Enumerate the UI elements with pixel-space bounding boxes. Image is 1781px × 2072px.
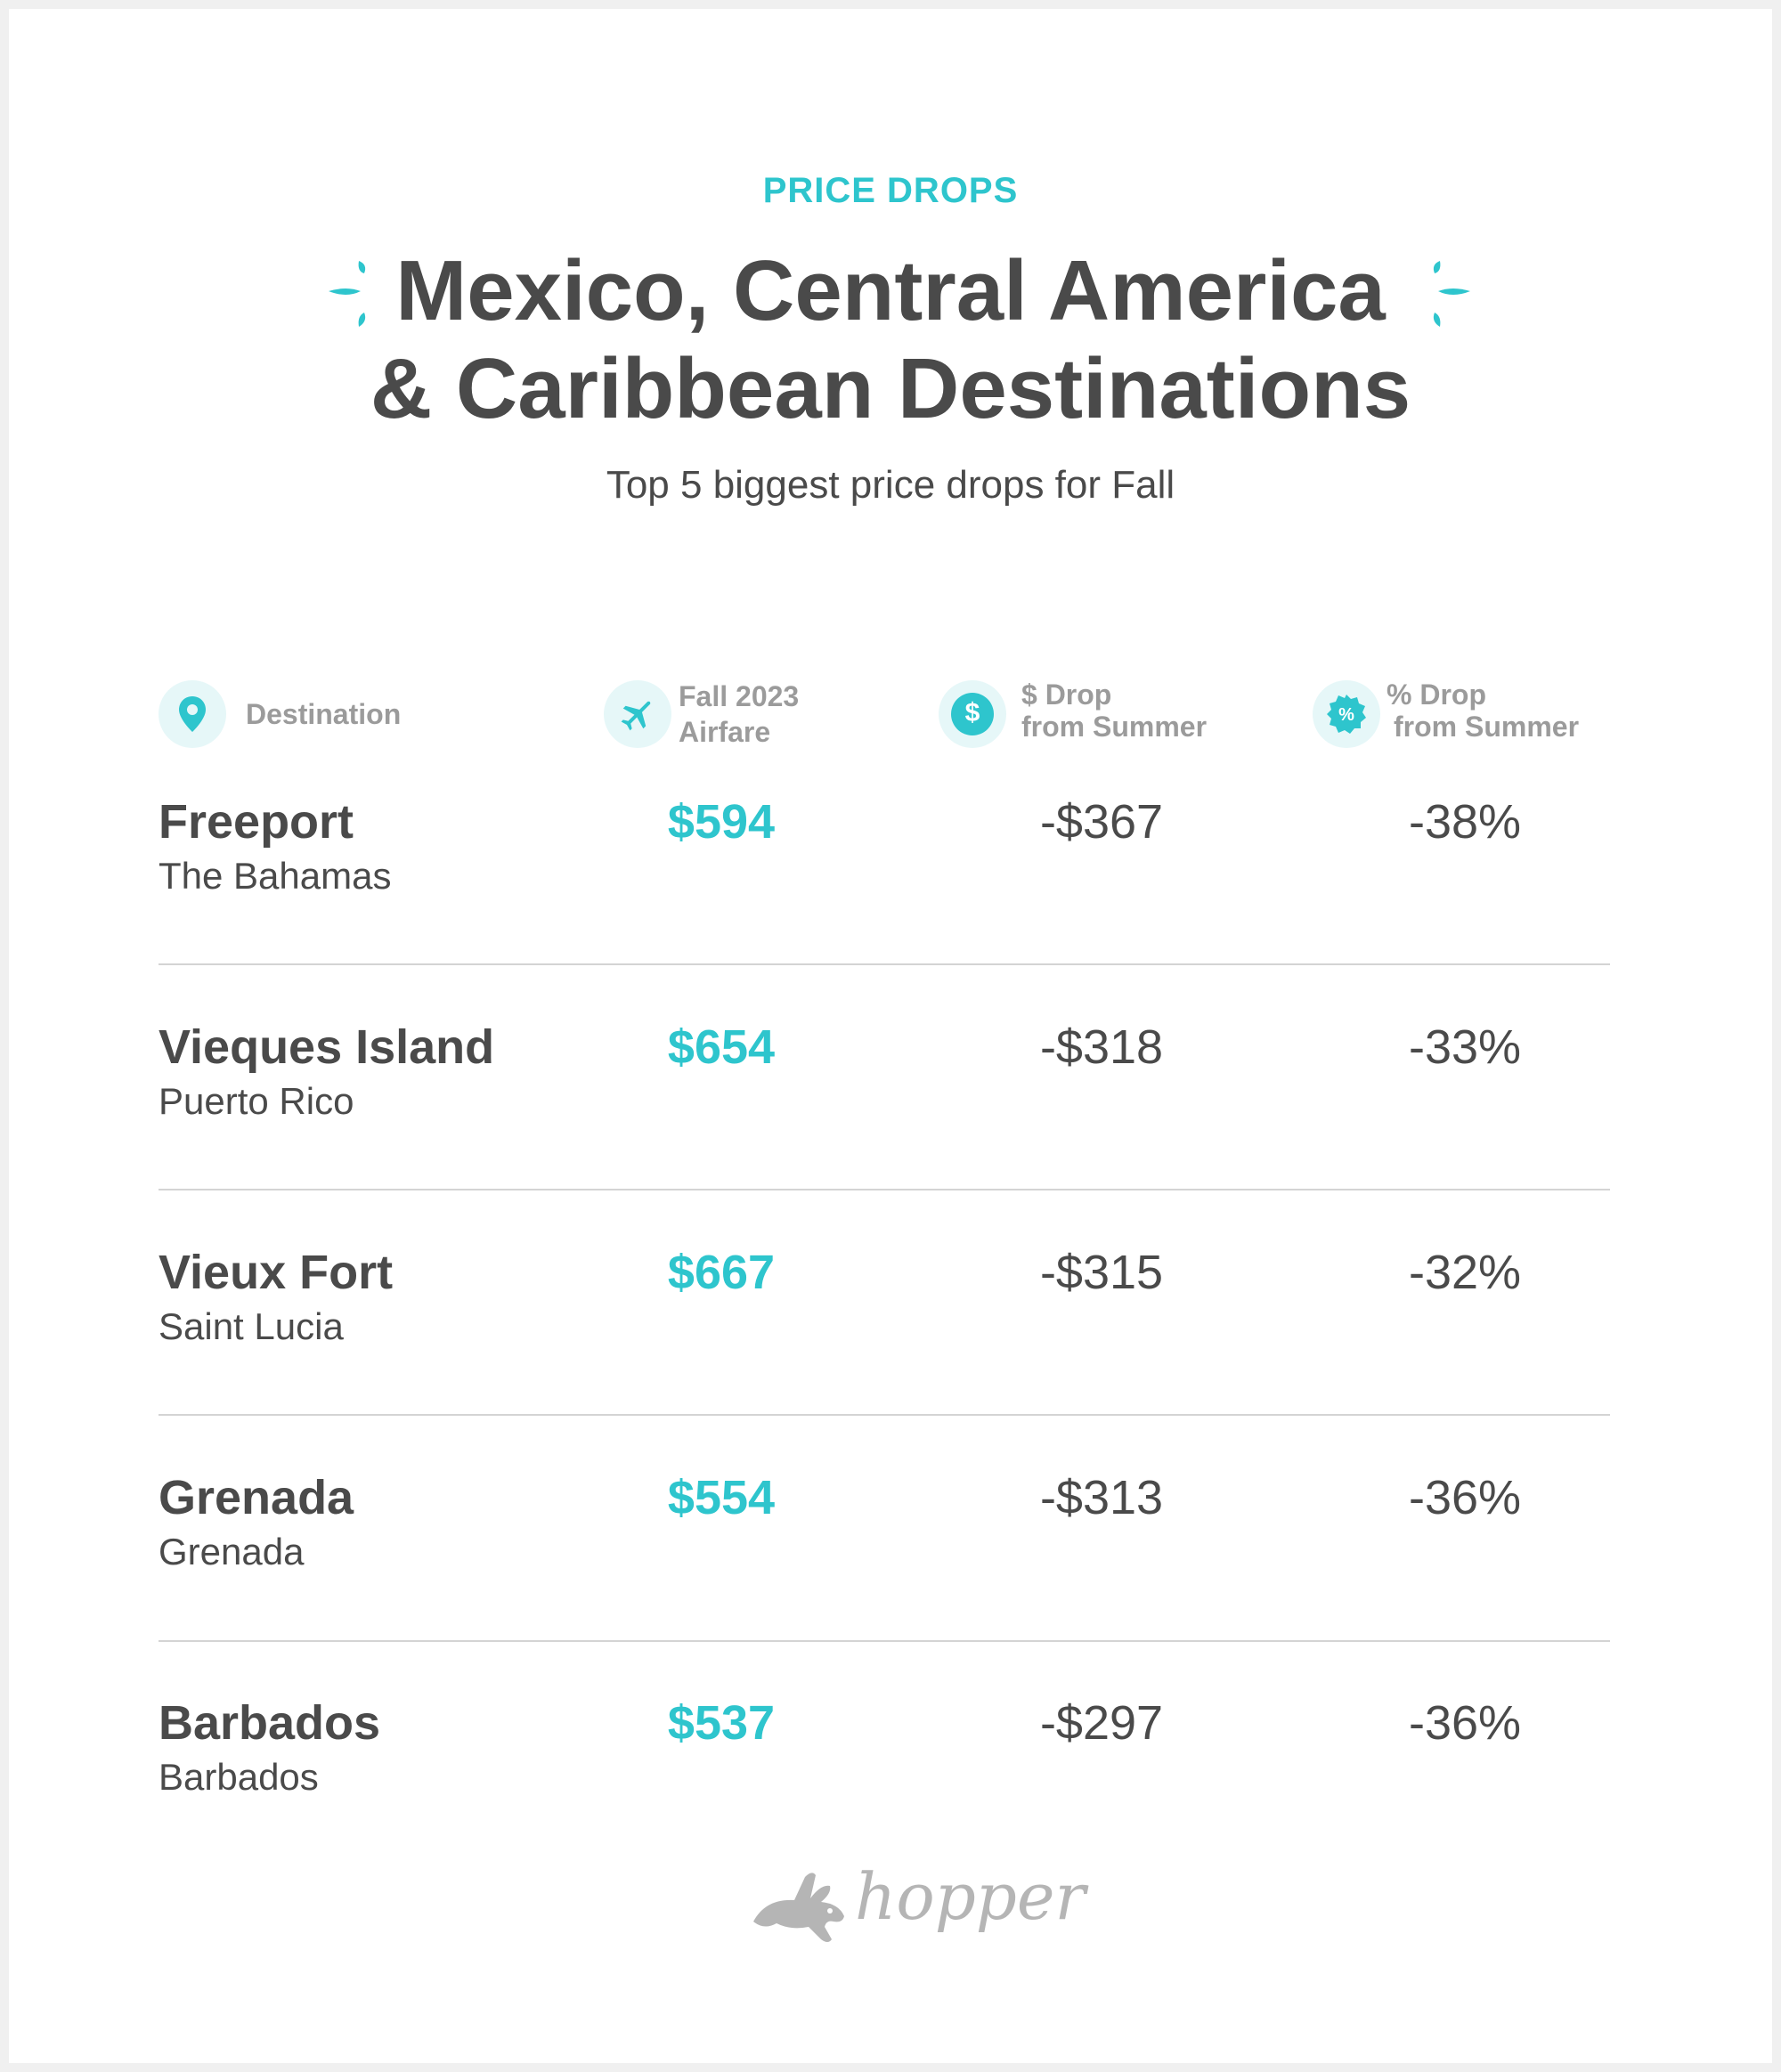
header-percent-drop: % Drop from Summer	[1387, 678, 1579, 743]
header-percent-drop-line1: % Drop	[1387, 678, 1486, 711]
bunny-logo-icon	[753, 1873, 844, 1942]
row-1-country: The Bahamas	[159, 855, 392, 897]
airplane-icon	[604, 680, 671, 748]
row-1-dollar-drop: -$367	[1039, 795, 1164, 849]
row-2-dollar-drop: -$318	[1039, 1020, 1164, 1074]
row-divider	[159, 1414, 1610, 1416]
row-2-percent-drop: -33%	[1408, 1020, 1522, 1074]
header-airfare-line1: Fall 2023	[679, 680, 800, 712]
location-pin-icon	[159, 680, 226, 748]
row-3-country: Saint Lucia	[159, 1305, 344, 1347]
row-2-city: Vieques Island	[159, 1020, 495, 1074]
dollar-icon: $	[939, 680, 1006, 748]
row-4-airfare: $554	[667, 1471, 776, 1524]
row-4-percent-drop: -36%	[1408, 1471, 1522, 1524]
row-5-city: Barbados	[159, 1696, 381, 1750]
header-destination: Destination	[246, 698, 402, 730]
row-5-airfare: $537	[667, 1696, 776, 1750]
page-title-line2: & Caribbean Destinations	[370, 341, 1411, 436]
sparkle-left-icon	[329, 261, 366, 327]
row-3-dollar-drop: -$315	[1039, 1246, 1164, 1299]
header-airfare-line2: Airfare	[679, 716, 771, 748]
row-4-city: Grenada	[159, 1471, 354, 1524]
row-5-country: Barbados	[159, 1756, 319, 1798]
row-3-percent-drop: -32%	[1408, 1246, 1522, 1299]
page-subtitle: Top 5 biggest price drops for Fall	[606, 463, 1175, 507]
row-1-airfare: $594	[667, 795, 776, 849]
row-1-city: Freeport	[159, 795, 354, 849]
row-4-dollar-drop: -$313	[1039, 1471, 1164, 1524]
sparkle-right-icon	[1433, 261, 1470, 327]
row-1-percent-drop: -38%	[1408, 795, 1522, 849]
brand-wordmark: hopper	[855, 1859, 1086, 1934]
row-5-dollar-drop: -$297	[1039, 1696, 1164, 1750]
svg-text:%: %	[1338, 705, 1354, 725]
row-3-city: Vieux Fort	[159, 1246, 394, 1299]
row-divider	[159, 963, 1610, 965]
row-divider	[159, 1640, 1610, 1642]
row-divider	[159, 1189, 1610, 1190]
row-4-country: Grenada	[159, 1531, 305, 1572]
infographic-card	[9, 9, 1772, 2063]
row-5-percent-drop: -36%	[1408, 1696, 1522, 1750]
row-2-airfare: $654	[667, 1020, 776, 1074]
header-dollar-drop-line2: from Summer	[1021, 711, 1208, 743]
row-3-airfare: $667	[667, 1246, 776, 1299]
header-dollar-drop: $ Drop from Summer	[1021, 678, 1207, 743]
percent-badge-icon: %	[1313, 680, 1380, 748]
header-airfare: Fall 2023 Airfare	[679, 680, 799, 748]
row-2-country: Puerto Rico	[159, 1080, 354, 1122]
page-title-line1: Mexico, Central America	[395, 243, 1386, 338]
eyebrow-label: PRICE DROPS	[762, 171, 1019, 210]
header-dollar-drop-line1: $ Drop	[1021, 678, 1112, 711]
header-percent-drop-line2: from Summer	[1394, 711, 1580, 743]
